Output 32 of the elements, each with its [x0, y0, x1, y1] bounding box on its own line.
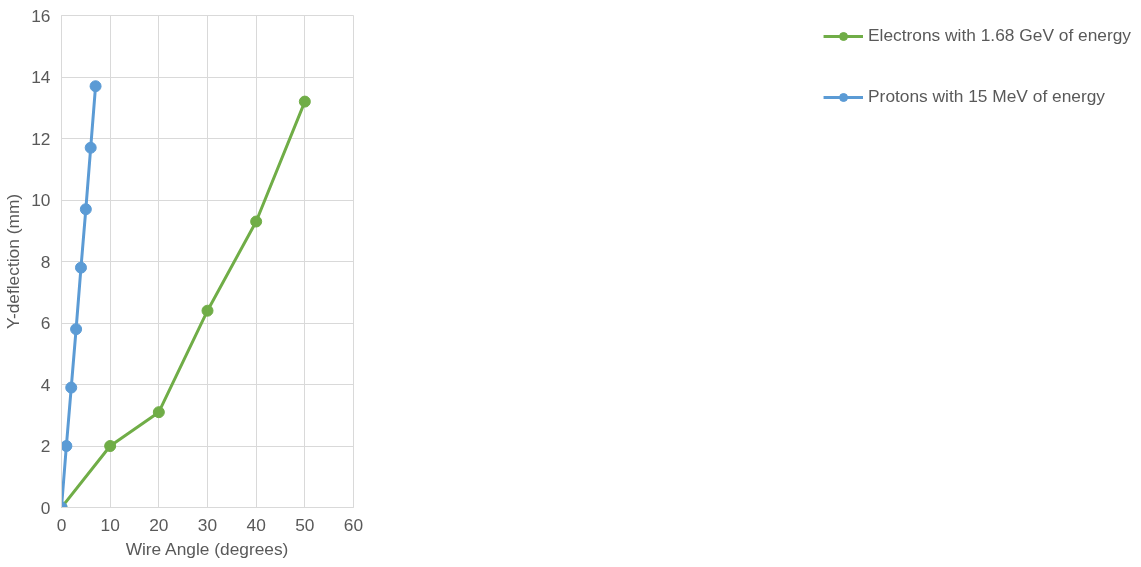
x-tick-label: 10: [100, 514, 120, 535]
legend-label: Protons with 15 MeV of energy: [868, 86, 1105, 107]
point: [89, 80, 102, 93]
y-tick-label: 2: [40, 436, 51, 456]
x-tick-label: 50: [295, 514, 315, 535]
y-axis-title: Y-deflection (mm): [3, 193, 24, 330]
point: [152, 406, 165, 419]
point: [201, 304, 214, 317]
y-tick-label: 14: [31, 67, 51, 87]
x-tick-label: 0: [56, 514, 67, 535]
x-tick-label: 40: [246, 514, 266, 535]
y-tick-label: 16: [31, 5, 51, 26]
point: [104, 440, 117, 452]
x-tick-label: 20: [149, 514, 169, 535]
point: [61, 440, 73, 452]
y-tick-label: 4: [40, 374, 51, 395]
point: [79, 203, 92, 216]
point: [65, 381, 78, 394]
point: [74, 261, 87, 274]
point: [298, 95, 311, 108]
point: [84, 141, 97, 154]
x-tick-label: 60: [343, 514, 364, 535]
legend-label: Electrons with 1.68 GeV of energy: [868, 25, 1131, 46]
y-tick-label: 10: [31, 190, 51, 210]
point: [250, 215, 263, 228]
point: [70, 323, 83, 336]
y-tick-label: 0: [40, 497, 51, 518]
x-tick-label: 30: [197, 514, 218, 535]
y-tick-label: 12: [31, 128, 51, 149]
x-axis-title: Wire Angle (degrees): [125, 538, 289, 559]
y-tick-label: 8: [40, 251, 51, 272]
y-tick-label: 6: [40, 313, 51, 333]
